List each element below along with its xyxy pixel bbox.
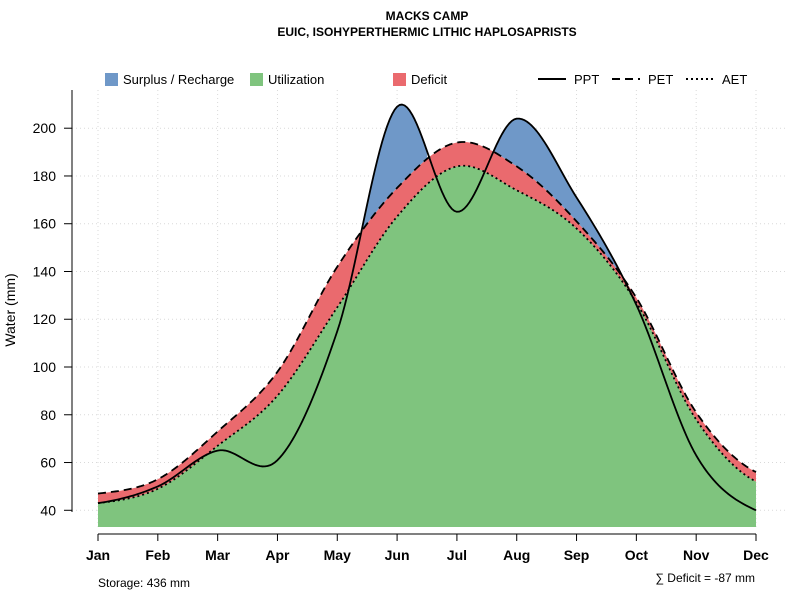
x-tick-label: Nov: [683, 547, 710, 563]
x-tick-label: Sep: [564, 547, 590, 563]
series-lines: [97, 103, 757, 512]
legend-swatch: [250, 73, 263, 86]
ppt-line: [97, 103, 757, 512]
storage-label: Storage: 436 mm: [98, 576, 190, 590]
x-tick-label: Mar: [205, 547, 230, 563]
chart-subtitle: EUIC, ISOHYPERTHERMIC LITHIC HAPLOSAPRIS…: [277, 25, 576, 39]
x-tick-label: Jun: [385, 547, 410, 563]
legend-label: PET: [648, 72, 673, 87]
surplus-area: [362, 104, 427, 231]
y-axis-label: Water (mm): [2, 273, 18, 346]
legend-label: Surplus / Recharge: [123, 72, 234, 87]
legend-label: PPT: [574, 72, 599, 87]
y-tick-label: 60: [40, 455, 56, 471]
x-tick-label: Feb: [145, 547, 170, 563]
axes: [71, 90, 756, 535]
legend-swatch: [393, 73, 406, 86]
aet-line: [97, 164, 757, 505]
utilization-area: [98, 165, 756, 527]
legend-swatch: [105, 73, 118, 86]
x-tick-label: Jul: [447, 547, 467, 563]
y-tick-label: 40: [40, 502, 56, 518]
deficit-total-label: ∑ Deficit = -87 mm: [655, 571, 755, 585]
y-tick-label: 120: [33, 311, 57, 327]
y-tick-label: 140: [33, 263, 57, 279]
x-tick-label: Dec: [743, 547, 769, 563]
legend: Surplus / Recharge Utilization Deficit PPT P…: [105, 72, 747, 87]
y-tick-label: 200: [33, 120, 57, 136]
y-tick-label: 100: [33, 359, 57, 375]
x-tick-label: May: [324, 547, 351, 563]
x-tick-label: Aug: [503, 547, 530, 563]
y-tick-label: 80: [40, 407, 56, 423]
legend-label: Utilization: [268, 72, 324, 87]
legend-label: Deficit: [411, 72, 448, 87]
x-tick-label: Jan: [86, 547, 110, 563]
chart-title: MACKS CAMP: [386, 9, 469, 23]
plot-areas: [98, 104, 756, 527]
surplus-area: [494, 118, 622, 276]
pet-line: [97, 141, 757, 495]
tick-labels: 40 60 80 100 120 140 160 180 200 Jan Feb Mar Apr May J…: [33, 120, 769, 563]
y-tick-label: 160: [33, 216, 57, 232]
legend-label: AET: [722, 72, 747, 87]
x-tick-label: Apr: [265, 547, 290, 563]
x-tick-label: Oct: [625, 547, 649, 563]
y-tick-label: 180: [33, 168, 57, 184]
